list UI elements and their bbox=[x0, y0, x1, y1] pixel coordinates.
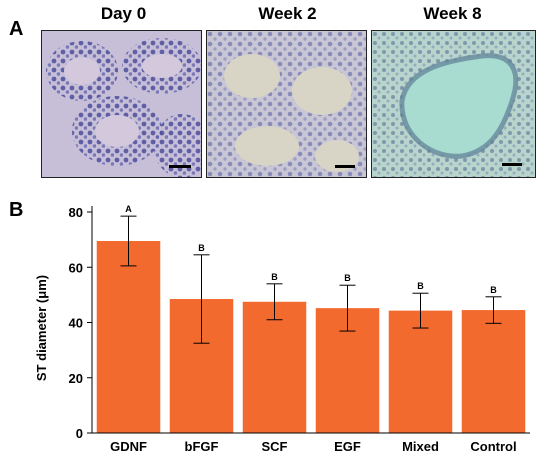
bar-chart: ST diameter (μm) 0 20 40 60 80 A B B B B B GDNF bF… bbox=[34, 204, 530, 454]
bar-control bbox=[461, 310, 526, 433]
image-title-week8: Week 8 bbox=[423, 4, 482, 23]
x-tick-label: GDNF bbox=[110, 439, 147, 454]
significance-label: A bbox=[125, 204, 132, 214]
y-axis-label: ST diameter (μm) bbox=[34, 275, 49, 381]
x-tick-label: Mixed bbox=[402, 439, 439, 454]
significance-label: B bbox=[198, 243, 205, 253]
micrograph-week8 bbox=[371, 30, 536, 178]
panel-b-letter: B bbox=[9, 199, 24, 221]
bar-mixed bbox=[388, 310, 453, 433]
image-title-week2: Week 2 bbox=[258, 4, 317, 23]
micrograph-day0 bbox=[41, 30, 202, 178]
image-title-day0: Day 0 bbox=[100, 4, 147, 23]
y-tick-label: 40 bbox=[69, 316, 83, 331]
y-tick-label: 20 bbox=[69, 371, 83, 386]
significance-label: B bbox=[271, 272, 278, 282]
micrograph-week2 bbox=[206, 30, 367, 178]
bar-scf bbox=[242, 301, 307, 433]
significance-label: B bbox=[344, 273, 351, 283]
y-tick-label: 0 bbox=[76, 426, 83, 441]
panel-a-letter: A bbox=[9, 18, 24, 40]
y-tick-label: 80 bbox=[69, 205, 83, 220]
x-tick-label: Control bbox=[470, 439, 516, 454]
y-tick-label: 60 bbox=[69, 260, 83, 275]
bar-gdnf bbox=[96, 241, 161, 433]
x-tick-label: SCF bbox=[262, 439, 288, 454]
significance-label: B bbox=[490, 285, 497, 295]
significance-label: B bbox=[417, 281, 424, 291]
x-tick-label: bFGF bbox=[185, 439, 219, 454]
x-tick-label: EGF bbox=[334, 439, 361, 454]
